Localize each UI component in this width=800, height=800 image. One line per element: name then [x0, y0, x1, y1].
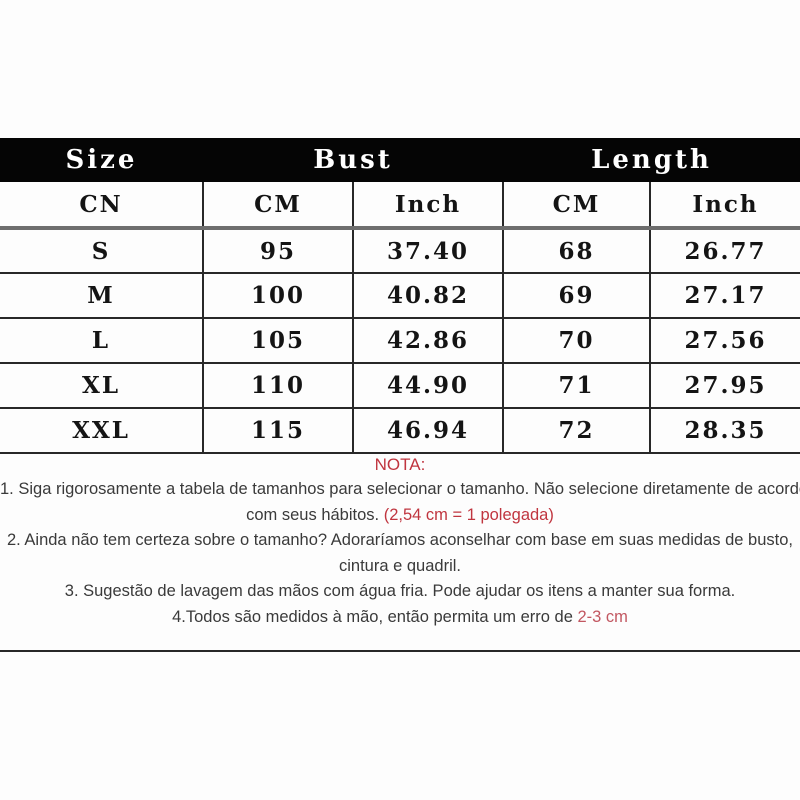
measurement-cell: 44.90 — [352, 363, 503, 409]
column-header-bust-cm: CM — [202, 182, 353, 230]
notes-title: NOTA: — [374, 455, 426, 474]
measurement-cell: 27.95 — [648, 363, 800, 409]
measurement-cell: 110 — [202, 363, 353, 409]
size-cell: M — [0, 273, 203, 319]
size-cell: S — [0, 228, 203, 274]
note-line-2: com seus hábitos. (2,54 cm = 1 polegada) — [0, 503, 800, 529]
measurement-cell: 69 — [502, 273, 650, 319]
note-line-6: 4.Todos são medidos à mão, então permita… — [0, 605, 800, 631]
measurement-cell: 115 — [202, 408, 353, 454]
header-group-length: Length — [503, 138, 800, 182]
column-header-length-inch: Inch — [648, 182, 800, 230]
note-2-text: 2. Ainda não tem certeza sobre o tamanho… — [6, 531, 794, 550]
note-line-5: 3. Sugestão de lavagem das mãos com água… — [0, 579, 800, 605]
column-header-bust-inch: Inch — [352, 182, 503, 230]
measurement-cell: 72 — [502, 408, 650, 454]
note-1-text: 1. Siga rigorosamente a tabela de tamanh… — [0, 480, 800, 498]
note-4-tolerance-highlight: 2-3 cm — [577, 607, 628, 626]
size-cell: XXL — [0, 408, 203, 454]
measurement-cell: 37.40 — [352, 228, 503, 274]
column-header-cn: CN — [0, 182, 203, 230]
measurement-cell: 68 — [502, 228, 650, 274]
table-row: M 100 40.82 69 27.17 — [0, 273, 800, 319]
size-table: Size Bust Length CN CM Inch CM Inch S 95… — [0, 138, 800, 454]
note-line-3: 2. Ainda não tem certeza sobre o tamanho… — [0, 528, 800, 554]
note-4-text: 4.Todos são medidos à mão, então permita… — [172, 607, 578, 626]
note-1-conversion-highlight: (2,54 cm = 1 polegada) — [383, 505, 554, 524]
note-line-1: 1. Siga rigorosamente a tabela de tamanh… — [0, 477, 800, 503]
measurement-cell: 70 — [502, 318, 650, 364]
measurement-cell: 27.17 — [648, 273, 800, 319]
table-header-row: Size Bust Length — [0, 138, 800, 182]
measurement-cell: 40.82 — [352, 273, 503, 319]
measurement-cell: 27.56 — [648, 318, 800, 364]
measurement-cell: 26.77 — [648, 228, 800, 274]
bottom-divider-line — [0, 650, 800, 652]
measurement-cell: 95 — [202, 228, 353, 274]
table-row: S 95 37.40 68 26.77 — [0, 228, 800, 274]
note-1-continuation: com seus hábitos. — [246, 505, 384, 524]
measurement-cell: 28.35 — [648, 408, 800, 454]
measurement-cell: 46.94 — [352, 408, 503, 454]
measurement-cell: 105 — [202, 318, 353, 364]
table-subheader-row: CN CM Inch CM Inch — [0, 182, 800, 230]
header-group-size: Size — [0, 138, 203, 182]
measurement-cell: 42.86 — [352, 318, 503, 364]
measurement-cell: 100 — [202, 273, 353, 319]
table-row: XXL 115 46.94 72 28.35 — [0, 408, 800, 454]
size-cell: L — [0, 318, 203, 364]
measurement-cell: 71 — [502, 363, 650, 409]
column-header-length-cm: CM — [502, 182, 650, 230]
notes-section: NOTA: 1. Siga rigorosamente a tabela de … — [0, 452, 800, 631]
header-group-bust: Bust — [203, 138, 503, 182]
table-row: XL 110 44.90 71 27.95 — [0, 363, 800, 409]
note-line-4: cintura e quadril. — [0, 554, 800, 580]
note-2-continuation: cintura e quadril. — [339, 556, 461, 575]
table-row: L 105 42.86 70 27.56 — [0, 318, 800, 364]
note-3-text: 3. Sugestão de lavagem das mãos com água… — [64, 582, 736, 601]
size-cell: XL — [0, 363, 203, 409]
